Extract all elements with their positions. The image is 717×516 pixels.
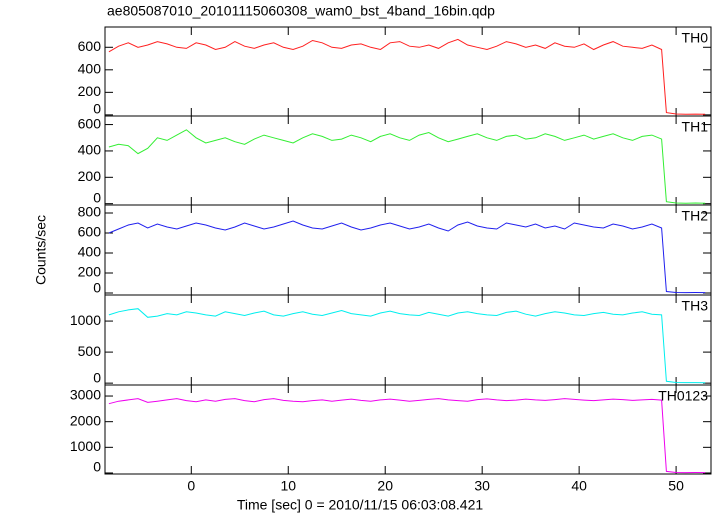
data-line bbox=[108, 129, 706, 204]
y-tick-label: 0 bbox=[93, 280, 101, 296]
y-tick-label: 200 bbox=[78, 264, 102, 280]
x-tick-label: 40 bbox=[571, 478, 587, 494]
y-tick-label: 200 bbox=[78, 168, 102, 184]
data-line bbox=[108, 398, 706, 474]
data-line bbox=[108, 38, 706, 115]
x-tick-label: 50 bbox=[668, 478, 684, 494]
y-tick-label: 0 bbox=[93, 190, 101, 206]
y-tick-label: 600 bbox=[78, 115, 102, 131]
x-axis-label: Time [sec] 0 = 2010/11/15 06:03:08.421 bbox=[237, 497, 484, 513]
y-tick-label: 2000 bbox=[70, 412, 101, 428]
y-tick-label: 600 bbox=[78, 224, 102, 240]
y-tick-label: 200 bbox=[78, 83, 102, 99]
y-tick-label: 500 bbox=[78, 343, 102, 359]
y-tick-label: 3000 bbox=[70, 387, 101, 403]
panel-frame bbox=[104, 204, 712, 296]
x-tick-label: 10 bbox=[280, 478, 296, 494]
x-tick-label: 0 bbox=[187, 478, 195, 494]
x-tick-label: 30 bbox=[474, 478, 490, 494]
y-tick-label: 0 bbox=[93, 459, 101, 475]
chart-title: ae805087010_20101115060308_wam0_bst_4ban… bbox=[107, 3, 495, 19]
panel-frame bbox=[104, 26, 712, 117]
panel-frame bbox=[104, 115, 712, 206]
y-tick-label: 400 bbox=[78, 142, 102, 158]
y-tick-label: 600 bbox=[78, 38, 102, 54]
series-label: TH1 bbox=[682, 119, 709, 135]
y-tick-label: 0 bbox=[93, 101, 101, 117]
y-tick-label: 800 bbox=[78, 204, 102, 220]
panel-frame bbox=[104, 384, 712, 475]
y-axis-label: Counts/sec bbox=[33, 215, 49, 285]
series-label: TH0 bbox=[682, 30, 709, 46]
data-line bbox=[108, 220, 706, 294]
data-line bbox=[108, 308, 706, 384]
panel-frame bbox=[104, 294, 712, 386]
series-label: TH3 bbox=[682, 298, 709, 314]
series-label: TH0123 bbox=[658, 388, 708, 404]
x-tick-label: 20 bbox=[377, 478, 393, 494]
y-tick-label: 1000 bbox=[70, 312, 101, 328]
series-label: TH2 bbox=[682, 208, 709, 224]
y-tick-label: 0 bbox=[93, 370, 101, 386]
y-tick-label: 1000 bbox=[70, 438, 101, 454]
y-tick-label: 400 bbox=[78, 244, 102, 260]
y-tick-label: 400 bbox=[78, 61, 102, 77]
